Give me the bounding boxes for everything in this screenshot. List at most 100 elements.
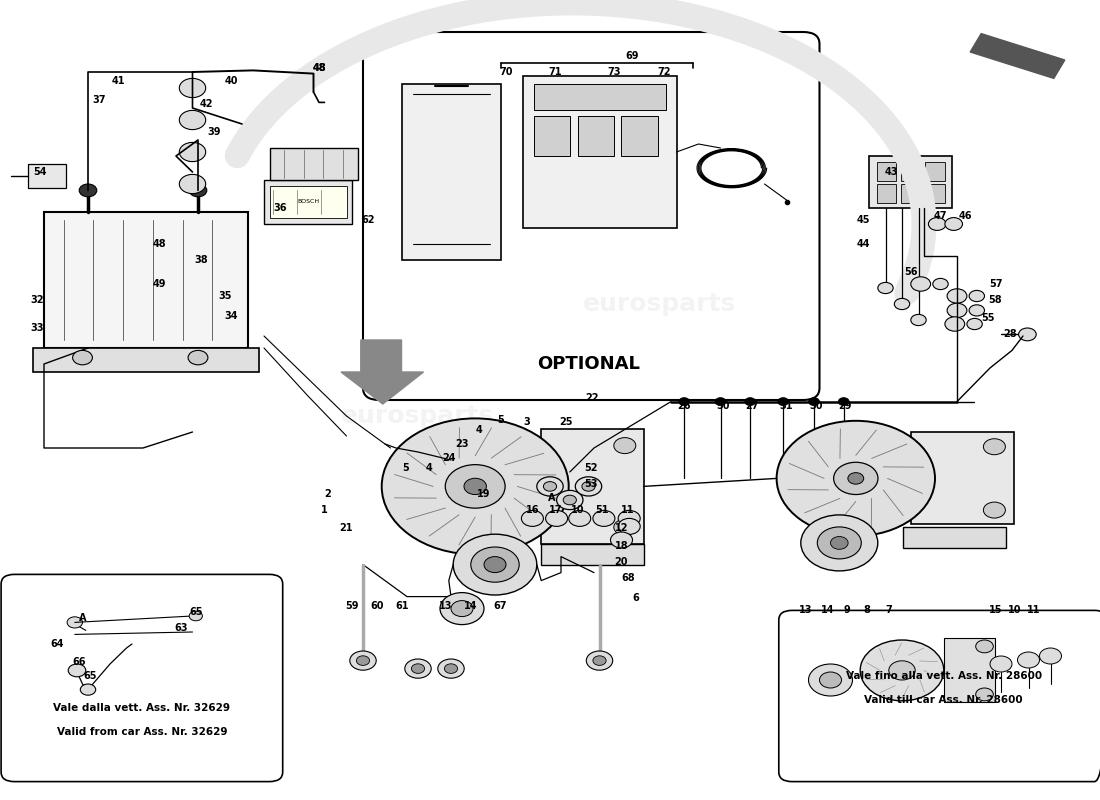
Text: 24: 24 (442, 453, 455, 462)
Bar (541, 429, 644, 544)
Circle shape (179, 110, 206, 130)
Bar (270, 186, 346, 218)
Circle shape (356, 656, 370, 666)
Circle shape (179, 142, 206, 162)
Circle shape (189, 184, 207, 197)
Bar (877, 162, 896, 181)
Bar (877, 184, 896, 203)
Text: A: A (549, 493, 556, 502)
Circle shape (976, 640, 993, 653)
Circle shape (350, 651, 376, 670)
Bar (621, 116, 658, 156)
Text: 38: 38 (195, 255, 208, 265)
Text: 23: 23 (455, 439, 469, 449)
Text: 53: 53 (584, 479, 597, 489)
Text: 18: 18 (615, 541, 628, 550)
Circle shape (614, 519, 636, 535)
Text: 25: 25 (560, 418, 573, 427)
Text: 1: 1 (321, 506, 328, 515)
Circle shape (817, 527, 861, 559)
Text: Valid till car Ass. Nr. 28600: Valid till car Ass. Nr. 28600 (865, 695, 1023, 705)
Text: 28: 28 (1003, 330, 1016, 339)
Circle shape (593, 510, 615, 526)
Text: 34: 34 (224, 311, 238, 321)
Text: 61: 61 (396, 602, 409, 611)
Circle shape (777, 421, 935, 536)
Text: 22: 22 (585, 394, 598, 403)
Circle shape (440, 593, 484, 625)
Bar (901, 162, 921, 181)
Circle shape (778, 398, 789, 406)
Text: 32: 32 (31, 295, 44, 305)
Circle shape (453, 534, 537, 595)
Text: BOSCH: BOSCH (297, 199, 319, 204)
Text: 44: 44 (857, 239, 870, 249)
Text: 6: 6 (632, 594, 639, 603)
Text: 11: 11 (1027, 605, 1041, 614)
Text: 17: 17 (549, 506, 562, 515)
Text: 14: 14 (821, 605, 834, 614)
Circle shape (563, 495, 576, 505)
Text: 50: 50 (716, 402, 729, 411)
Circle shape (438, 659, 464, 678)
Text: 13: 13 (439, 602, 452, 611)
Text: Valid from car Ass. Nr. 32629: Valid from car Ass. Nr. 32629 (57, 727, 228, 737)
Circle shape (830, 537, 848, 550)
Bar (33, 348, 258, 372)
Circle shape (586, 651, 613, 670)
Text: 48: 48 (153, 239, 166, 249)
Text: 45: 45 (857, 215, 870, 225)
Polygon shape (970, 34, 1065, 78)
Text: 57: 57 (989, 279, 1002, 289)
Circle shape (889, 661, 915, 680)
Bar (402, 84, 500, 260)
Bar (534, 116, 570, 156)
Circle shape (983, 502, 1005, 518)
Bar (944, 638, 996, 702)
Text: 51: 51 (595, 506, 608, 515)
Circle shape (68, 664, 86, 677)
Circle shape (569, 510, 591, 526)
Text: 30: 30 (810, 402, 823, 411)
Polygon shape (341, 340, 424, 404)
Text: 10: 10 (571, 506, 584, 515)
Circle shape (820, 672, 842, 688)
Text: OPTIONAL: OPTIONAL (537, 355, 640, 373)
Circle shape (969, 305, 984, 316)
Circle shape (1019, 328, 1036, 341)
Circle shape (801, 515, 878, 571)
Circle shape (189, 611, 202, 621)
Circle shape (911, 277, 931, 291)
Text: 62: 62 (362, 215, 375, 225)
Circle shape (484, 557, 506, 573)
Text: 55: 55 (981, 313, 994, 322)
Text: 43: 43 (884, 167, 898, 177)
Text: 40: 40 (224, 76, 238, 86)
Circle shape (471, 547, 519, 582)
Bar (903, 527, 1006, 547)
Circle shape (808, 398, 820, 406)
Circle shape (405, 659, 431, 678)
Bar (925, 162, 945, 181)
Text: 73: 73 (607, 67, 620, 77)
Bar (578, 116, 614, 156)
Text: 60: 60 (371, 602, 384, 611)
Circle shape (976, 688, 993, 701)
Text: 52: 52 (584, 463, 597, 473)
Text: 27: 27 (746, 402, 759, 411)
Circle shape (67, 617, 82, 628)
Bar (270, 148, 358, 180)
Text: 49: 49 (153, 279, 166, 289)
Text: eurosparts: eurosparts (341, 404, 495, 428)
Text: 4: 4 (426, 463, 432, 473)
Circle shape (928, 218, 946, 230)
Bar (264, 180, 352, 224)
Circle shape (808, 664, 852, 696)
Circle shape (860, 640, 944, 701)
Circle shape (537, 477, 563, 496)
Text: 69: 69 (626, 51, 639, 61)
Text: 8: 8 (864, 605, 870, 614)
Circle shape (947, 289, 967, 303)
Circle shape (1018, 652, 1040, 668)
Circle shape (878, 282, 893, 294)
